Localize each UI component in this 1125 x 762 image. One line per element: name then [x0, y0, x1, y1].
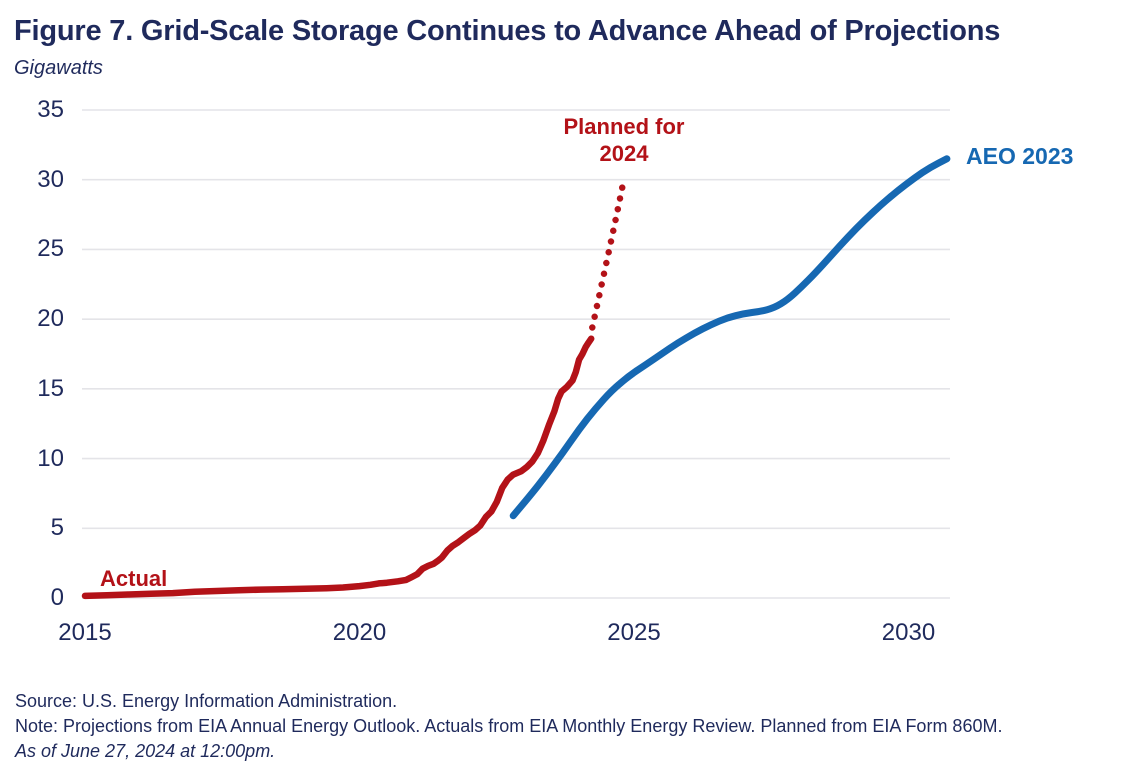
actual-series-label: Actual — [100, 566, 168, 591]
y-tick-label: 5 — [50, 514, 64, 542]
x-tick-label: 2020 — [332, 619, 387, 646]
x-tick-label: 2030 — [881, 619, 936, 646]
aeo-2023-projection-line — [509, 155, 951, 520]
y-tick-label: 35 — [37, 95, 64, 123]
y-tick-label: 10 — [37, 444, 64, 472]
y-tick-label: 30 — [37, 165, 64, 193]
methodology-note: Note: Projections from EIA Annual Energy… — [15, 716, 1003, 736]
gridlines — [82, 109, 950, 599]
x-tick-label: 2015 — [58, 619, 112, 646]
planned-2024-dotted-line — [589, 180, 627, 331]
y-axis-unit-label: Gigawatts — [14, 57, 103, 79]
y-tick-label: 25 — [37, 235, 64, 263]
y-tick-label: 20 — [37, 305, 64, 333]
x-tick-label: 2025 — [607, 619, 661, 646]
figure-title: Figure 7. Grid-Scale Storage Continues t… — [14, 15, 1001, 47]
actual-capacity-line — [81, 335, 595, 600]
aeo-series-label: AEO 2023 — [966, 143, 1074, 169]
y-tick-label: 15 — [37, 374, 64, 402]
as-of-timestamp: As of June 27, 2024 at 12:00pm. — [15, 741, 276, 761]
y-tick-label: 0 — [50, 584, 64, 611]
source-note: Source: U.S. Energy Information Administ… — [15, 691, 398, 711]
planned-series-label: Planned for 2024 — [563, 114, 685, 166]
